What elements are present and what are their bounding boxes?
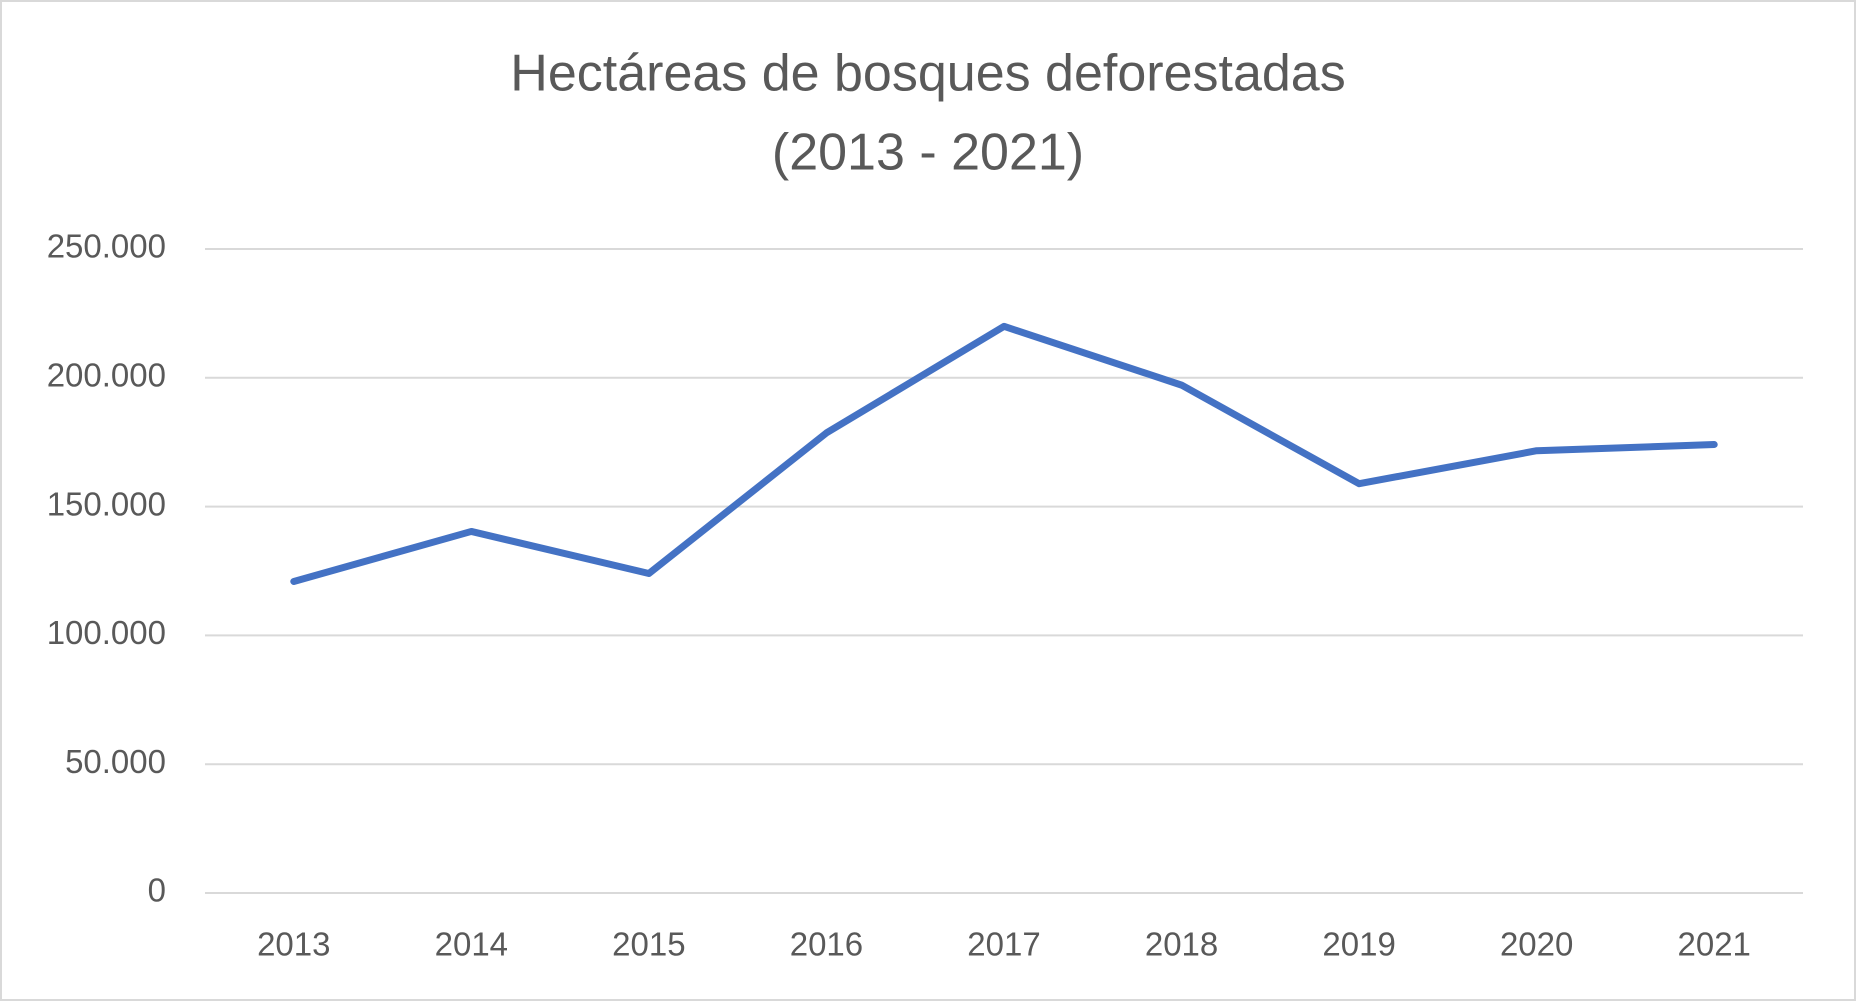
x-tick-label: 2020 <box>1500 926 1573 963</box>
y-tick-label: 150.000 <box>47 485 166 522</box>
x-tick-label: 2021 <box>1678 926 1751 963</box>
y-tick-label: 100.000 <box>47 614 166 651</box>
y-tick-label: 50.000 <box>65 743 166 780</box>
y-tick-label: 0 <box>148 872 166 909</box>
x-tick-label: 2016 <box>790 926 863 963</box>
x-tick-label: 2014 <box>435 926 508 963</box>
x-tick-label: 2017 <box>967 926 1040 963</box>
y-tick-label: 200.000 <box>47 357 166 394</box>
y-tick-label: 250.000 <box>47 228 166 265</box>
x-tick-label: 2013 <box>257 926 330 963</box>
data-line <box>290 322 1718 585</box>
chart-title: (2013 - 2021) <box>772 124 1084 182</box>
chart-title: Hectáreas de bosques deforestadas <box>510 45 1345 103</box>
x-tick-label: 2019 <box>1322 926 1395 963</box>
x-tick-label: 2015 <box>612 926 685 963</box>
x-tick-label: 2018 <box>1145 926 1218 963</box>
